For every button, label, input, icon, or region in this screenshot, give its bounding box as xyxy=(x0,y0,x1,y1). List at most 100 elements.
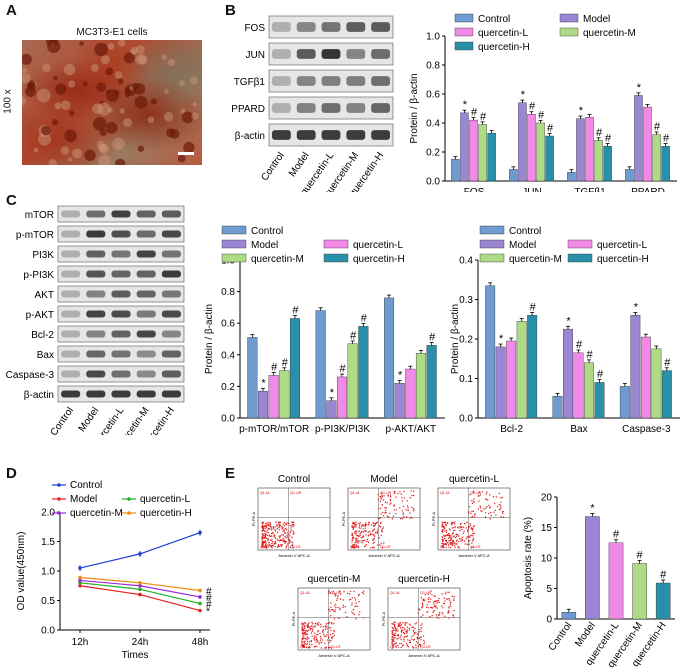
flow-dot xyxy=(433,595,435,597)
category-label: Bcl-2 xyxy=(500,424,523,435)
flow-dot xyxy=(444,536,446,538)
flow-dot xyxy=(380,529,383,531)
flow-dot xyxy=(468,540,470,542)
flow-dot xyxy=(421,606,423,608)
flow-dot xyxy=(451,524,453,526)
flow-dot xyxy=(351,545,353,547)
flow-dot xyxy=(301,645,304,648)
flow-dot xyxy=(446,591,448,593)
flow-dot xyxy=(306,640,309,643)
flow-dot xyxy=(338,608,341,611)
cell-spot xyxy=(183,141,195,154)
flow-dot xyxy=(323,626,325,628)
flow-dot xyxy=(324,647,326,649)
flow-dot xyxy=(314,632,316,634)
flow-dot xyxy=(462,532,465,535)
flow-dot xyxy=(355,546,358,548)
flow-dot xyxy=(354,531,356,533)
flow-dot xyxy=(277,539,279,542)
flow-dot xyxy=(290,527,292,529)
flow-dot xyxy=(459,527,461,529)
flow-dot xyxy=(308,641,311,643)
data-point xyxy=(198,595,202,599)
flow-dot xyxy=(494,503,496,505)
flow-dot xyxy=(436,599,438,602)
flow-dot xyxy=(420,596,423,599)
blot-band-label: FOS xyxy=(244,23,265,34)
flow-dot xyxy=(436,614,438,616)
flow-dot xyxy=(401,517,404,520)
y-tick-label: 10 xyxy=(541,554,553,565)
flow-dot xyxy=(361,540,363,542)
blot-band xyxy=(61,390,81,398)
legend-marker xyxy=(57,497,61,501)
flow-dot xyxy=(368,522,370,524)
flow-dot xyxy=(393,625,396,628)
category-label: p-PI3K/PI3K xyxy=(315,424,370,435)
significance-mark: # xyxy=(292,305,299,317)
flow-dot xyxy=(265,526,268,529)
flow-dot xyxy=(488,512,490,515)
flow-dot xyxy=(451,522,454,525)
legend-swatch xyxy=(559,27,579,37)
flow-dot xyxy=(302,629,304,631)
flow-dot xyxy=(498,503,501,506)
flow-dot xyxy=(409,624,412,626)
quadrant-label: Q1-LR xyxy=(330,645,341,649)
blot-band xyxy=(86,310,106,318)
y-axis-label: Protein / β-actin xyxy=(409,73,420,143)
flow-dot xyxy=(412,508,415,510)
legend-label: quercetin-L xyxy=(353,240,403,251)
flow-dot xyxy=(279,521,281,524)
blot-band xyxy=(271,130,291,140)
flow-dot xyxy=(303,623,305,626)
flow-dot xyxy=(418,643,421,646)
flow-dot xyxy=(395,509,397,511)
significance-mark: # xyxy=(654,121,661,133)
flow-dot xyxy=(391,647,394,649)
flow-dot xyxy=(303,646,305,649)
flow-dot xyxy=(354,533,357,535)
flow-dot xyxy=(264,545,266,547)
flow-dot xyxy=(462,526,465,528)
flow-dot xyxy=(261,546,263,549)
legend-label: quercetin-M xyxy=(509,254,562,265)
flow-dot xyxy=(314,645,317,648)
flow-dot xyxy=(393,640,395,643)
x-tick-label: 24h xyxy=(132,637,149,648)
flow-dot xyxy=(289,531,292,534)
blot-band xyxy=(321,103,341,113)
flow-dot xyxy=(278,545,281,548)
flow-dot xyxy=(404,624,407,626)
flow-dot xyxy=(312,623,314,625)
legend-label: quercetin-H xyxy=(478,42,530,53)
flow-dot xyxy=(407,509,409,512)
flow-dot xyxy=(355,544,357,546)
flow-dot xyxy=(283,532,286,534)
legend-swatch xyxy=(479,253,505,263)
flow-dot xyxy=(371,533,373,536)
bar xyxy=(563,328,573,419)
flow-dot xyxy=(292,547,294,549)
flow-dot xyxy=(272,541,274,543)
flow-dot xyxy=(401,497,403,499)
flow-dot xyxy=(426,604,429,606)
bar xyxy=(640,336,651,419)
flow-dot xyxy=(418,631,420,633)
flow-dot xyxy=(470,534,473,536)
flow-dot xyxy=(465,527,468,529)
cell-spot xyxy=(114,158,126,165)
y-tick-label: 0.0 xyxy=(41,626,55,637)
flow-dot xyxy=(423,643,425,645)
flow-dot xyxy=(490,511,492,514)
flow-dot xyxy=(301,644,303,646)
flow-dot xyxy=(351,602,353,604)
flow-dot xyxy=(328,590,330,592)
flow-dot xyxy=(380,513,382,515)
flow-dot xyxy=(352,537,354,539)
flow-dot xyxy=(473,532,476,535)
flow-dot xyxy=(471,515,474,518)
cell-spot xyxy=(181,111,194,124)
flow-dot xyxy=(407,646,410,648)
quadrant-label: Q1-LL xyxy=(300,645,310,649)
